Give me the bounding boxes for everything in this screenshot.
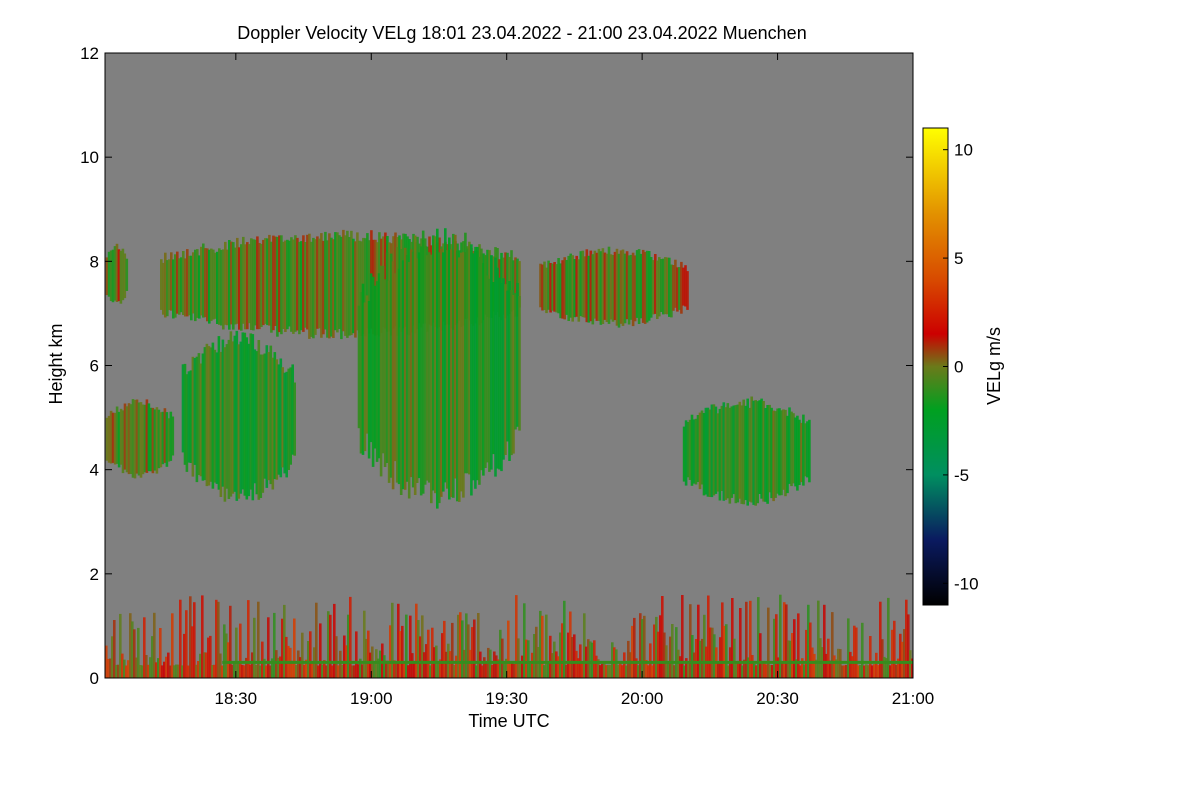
- echo-region-evening-upper-patch: [539, 246, 689, 328]
- echo-region-left-high-patch: [105, 243, 129, 304]
- y-tick-label: 10: [80, 148, 99, 167]
- colorbar-tick-label: 0: [954, 358, 963, 377]
- chart-title: Doppler Velocity VELg 18:01 23.04.2022 -…: [237, 23, 806, 43]
- x-axis: 18:30 19:00 19:30 20:00 20:30 21:00: [215, 53, 935, 708]
- echo-layer: [105, 228, 913, 678]
- x-tick-label: 19:30: [485, 689, 528, 708]
- y-tick-label: 6: [90, 357, 99, 376]
- colorbar-tick-label: -5: [954, 466, 969, 485]
- y-tick-label: 0: [90, 669, 99, 688]
- surface-echo-line: [222, 660, 913, 664]
- y-tick-label: 4: [90, 461, 99, 480]
- x-tick-label: 20:00: [621, 689, 664, 708]
- colorbar-tick-label: 10: [954, 141, 973, 160]
- x-axis-label: Time UTC: [468, 711, 549, 731]
- echo-region-slanted-fallstreak: [181, 330, 296, 502]
- x-tick-label: 20:30: [756, 689, 799, 708]
- y-axis-label: Height km: [46, 323, 66, 404]
- colorbar-label: VELg m/s: [984, 327, 1004, 405]
- colorbar-axis: 10 5 0 -5 -10: [943, 141, 979, 593]
- x-tick-label: 21:00: [892, 689, 935, 708]
- y-axis: 0 2 4 6 8 10 12: [80, 44, 913, 688]
- y-tick-label: 8: [90, 252, 99, 271]
- colorbar-tick-label: 5: [954, 249, 963, 268]
- x-tick-label: 19:00: [350, 689, 393, 708]
- echo-region-boundary-layer-clutter: [105, 594, 913, 678]
- echo-region-main-cirrus-column: [357, 228, 521, 509]
- colorbar-tick-label: -10: [954, 574, 979, 593]
- x-tick-label: 18:30: [215, 689, 258, 708]
- y-tick-label: 12: [80, 44, 99, 63]
- echo-region-left-low-patch: [105, 399, 175, 479]
- echo-region-evening-mid-patch: [682, 396, 811, 506]
- y-tick-label: 2: [90, 565, 99, 584]
